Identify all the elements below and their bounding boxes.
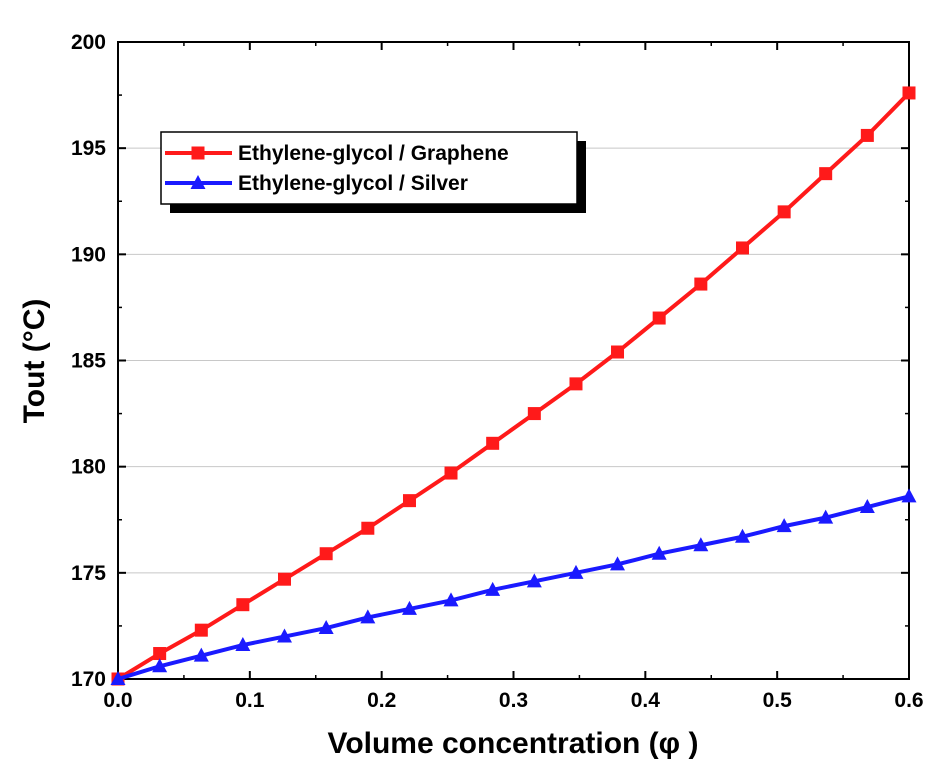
data-point-graphene — [236, 598, 250, 612]
legend: Ethylene-glycol / Graphene Ethylene-glyco… — [160, 131, 586, 213]
y-tick-label: 200 — [71, 31, 106, 54]
y-tick-label: 185 — [71, 350, 106, 373]
legend-label-silver: Ethylene-glycol / Silver — [238, 172, 468, 195]
data-point-silver — [152, 658, 168, 673]
data-point-silver — [235, 637, 251, 652]
data-point-graphene — [819, 167, 833, 181]
y-tick-label: 180 — [71, 456, 106, 479]
x-tick-label: 0.2 — [367, 689, 396, 712]
data-point-silver — [526, 573, 542, 588]
data-point-silver — [568, 564, 584, 579]
data-point-graphene — [319, 547, 333, 561]
data-point-graphene — [402, 494, 416, 508]
data-point-graphene — [652, 311, 666, 325]
data-point-graphene — [278, 572, 292, 586]
data-point-silver — [485, 581, 501, 596]
series-line-graphene — [116, 91, 911, 681]
data-point-silver — [651, 545, 667, 560]
data-point-silver — [610, 556, 626, 571]
data-point-silver — [401, 600, 417, 615]
data-point-graphene — [860, 128, 874, 142]
axis-ticks: 170 175 180 185 190 195 200 0.0 0.1 0.2 0.3 0.4 0.5 0… — [71, 31, 924, 712]
data-point-silver — [693, 537, 709, 552]
data-point-silver — [776, 518, 792, 533]
data-point-graphene — [527, 407, 541, 421]
legend-marker-silver — [190, 175, 206, 189]
data-point-graphene — [611, 345, 625, 359]
data-point-silver — [277, 628, 293, 643]
data-point-silver — [818, 509, 834, 524]
x-tick-label: 0.5 — [763, 689, 793, 712]
data-point-silver — [360, 609, 376, 624]
x-tick-label: 0.6 — [894, 689, 923, 712]
y-tick-label: 190 — [71, 243, 106, 266]
series-line-silver — [117, 494, 910, 681]
y-axis-title: Tout (°C) — [18, 299, 51, 424]
x-tick-label: 0.0 — [103, 689, 132, 712]
data-point-graphene — [902, 86, 916, 100]
legend-marker-graphene — [191, 146, 205, 160]
legend-item-graphene: Ethylene-glycol / Graphene — [165, 142, 509, 165]
x-tick-label: 0.3 — [499, 689, 528, 712]
series-group — [110, 86, 917, 686]
data-point-graphene — [777, 205, 791, 219]
data-point-silver — [734, 528, 750, 543]
data-point-graphene — [569, 377, 583, 391]
data-point-silver — [318, 620, 334, 635]
data-point-graphene — [735, 241, 749, 255]
legend-item-silver: Ethylene-glycol / Silver — [165, 172, 468, 195]
data-point-silver — [193, 647, 209, 662]
x-tick-label: 0.1 — [235, 689, 265, 712]
y-tick-label: 170 — [71, 668, 106, 691]
data-point-graphene — [361, 521, 375, 535]
legend-box — [160, 131, 578, 205]
y-tick-label: 195 — [71, 137, 106, 160]
data-point-silver — [901, 488, 917, 503]
legend-label-graphene: Ethylene-glycol / Graphene — [238, 142, 509, 165]
data-point-graphene — [153, 647, 167, 661]
y-tick-label: 175 — [71, 562, 106, 585]
data-point-graphene — [194, 623, 208, 637]
data-point-silver — [443, 592, 459, 607]
data-point-graphene — [444, 466, 458, 480]
data-point-graphene — [486, 436, 500, 450]
series-silver — [110, 488, 917, 685]
data-point-graphene — [694, 277, 708, 291]
x-tick-label: 0.4 — [631, 689, 661, 712]
data-point-silver — [110, 671, 126, 685]
data-point-silver — [859, 499, 875, 514]
x-axis-title: Volume concentration (φ ) — [328, 727, 699, 760]
